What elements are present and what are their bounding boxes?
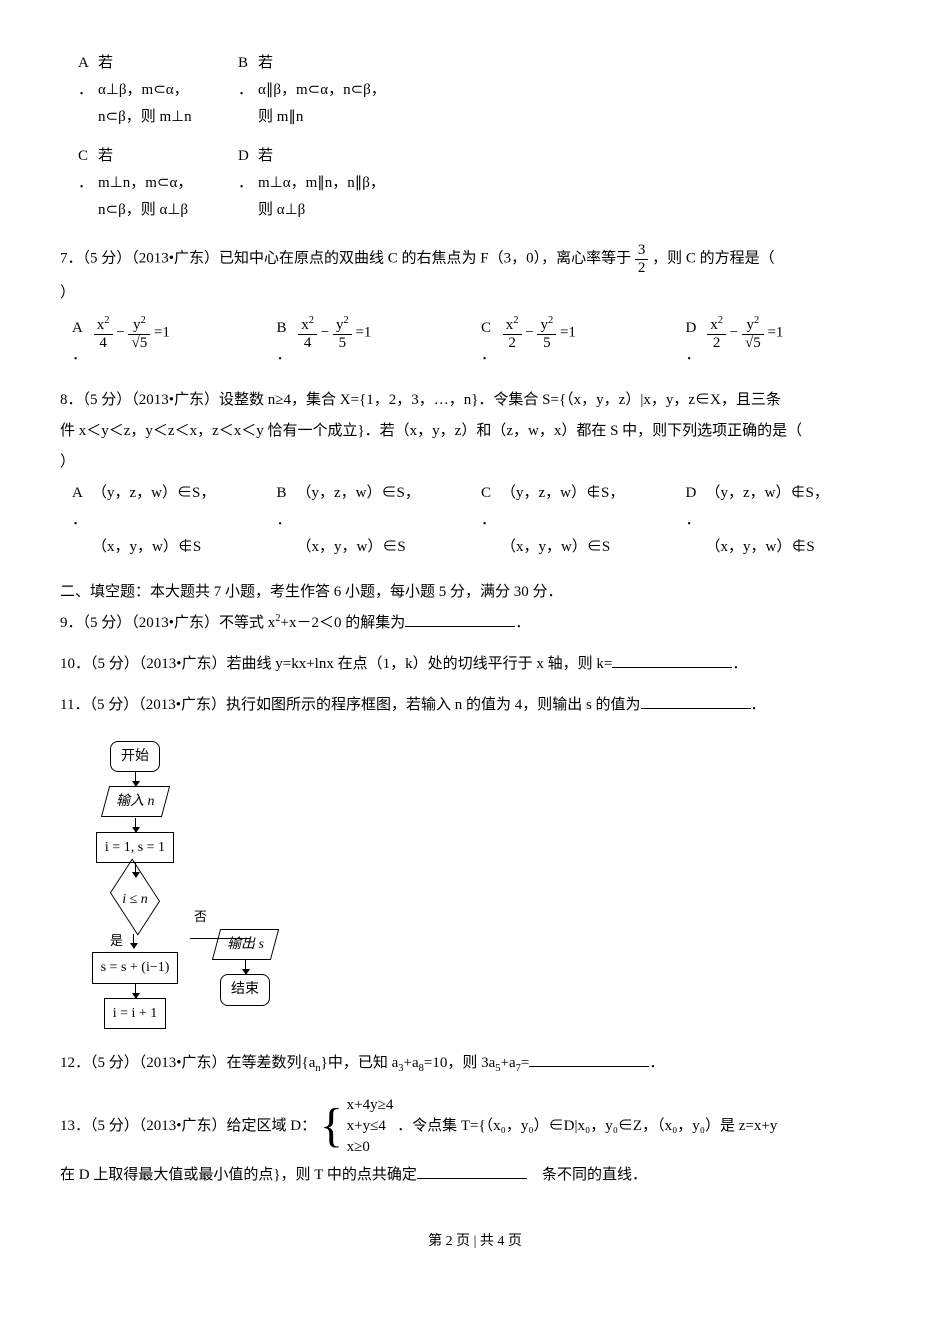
q12-a: 12．（5 分）（2013•广东）在等差数列{a	[60, 1055, 315, 1071]
q7-close: ）	[60, 280, 890, 307]
page-footer: 第 2 页 | 共 4 页	[60, 1229, 890, 1254]
flowchart: 开始 输入 n i = 1, s = 1 i ≤ n 否 是 s = s + (…	[80, 729, 890, 1030]
q8: 8．（5 分）（2013•广东）设整数 n≥4，集合 X={1，2，3，…，n}…	[60, 387, 890, 561]
fc-no: 否	[190, 905, 211, 928]
q9-blank	[405, 612, 515, 627]
fc-input: 输入 n	[101, 786, 170, 817]
fc-body: s = s + (i−1)	[92, 952, 179, 983]
q8-stem2: 件 x＜y＜z，y＜z＜x，z＜x＜y 恰有一个成立}．若（x，y，z）和（z，…	[60, 418, 890, 445]
q6a-l2: α⊥β，m⊂α，n⊂β，则 m⊥n	[98, 82, 192, 125]
fc-out: 输出 s	[211, 929, 278, 960]
q11-a: 11．（5 分）（2013•广东）执行如图所示的程序框图，若输入 n 的值为 4…	[60, 697, 641, 713]
q12-blank	[529, 1052, 649, 1067]
q10-tail: ．	[732, 656, 747, 672]
q13-b: ．令点集 T={（x₀，y₀）∈D|x₀，y₀∈Z，（x₀，y₀）是 z=x+y	[397, 1118, 777, 1134]
q6a-l1: 若	[98, 55, 113, 71]
q6b-l1: 若	[258, 55, 273, 71]
q7-stem-a: 7．（5 分）（2013•广东）已知中心在原点的双曲线 C 的右焦点为 F（3，…	[60, 250, 631, 266]
q6d-l2: m⊥α，m∥n，n∥β，则 α⊥β	[258, 175, 385, 218]
q13-tail: 条不同的直线．	[527, 1167, 647, 1183]
q8-close: ）	[60, 449, 890, 476]
q13-blank	[417, 1164, 527, 1179]
q9-a: 9．（5 分）（2013•广东）不等式 x	[60, 615, 275, 631]
q11: 11．（5 分）（2013•广东）执行如图所示的程序框图，若输入 n 的值为 4…	[60, 692, 890, 719]
fc-yes: 是	[106, 929, 127, 952]
fc-cond: i ≤ n	[90, 877, 180, 917]
q8-stem1: 8．（5 分）（2013•广东）设整数 n≥4，集合 X={1，2，3，…，n}…	[60, 387, 890, 414]
q6c-l2: m⊥n，m⊂α，n⊂β，则 α⊥β	[98, 175, 192, 218]
fc-inc: i = i + 1	[104, 998, 167, 1029]
fc-end: 结束	[220, 974, 270, 1005]
q13-a: 13．（5 分）（2013•广东）给定区域 D：	[60, 1118, 316, 1134]
q13-system: { x+4y≥4 x+y≤4 x≥0	[320, 1095, 394, 1158]
q10-blank	[612, 653, 732, 668]
q7-opt-a: A． x24 − y2√5 =1	[72, 315, 277, 369]
q8-options: A．（y，z，w）∈S， B．（y，z，w）∈S， C．（y，z，w）∉S， D…	[60, 480, 890, 561]
q7-opt-b: B． x24 − y25 =1	[277, 315, 482, 369]
q13-c: 在 D 上取得最大值或最小值的点}，则 T 中的点共确定	[60, 1167, 417, 1183]
fc-init: i = 1, s = 1	[96, 832, 174, 863]
q11-tail: ．	[751, 697, 766, 713]
q10: 10．（5 分）（2013•广东）若曲线 y=kx+lnx 在点（1，k）处的切…	[60, 651, 890, 678]
fc-start: 开始	[110, 741, 160, 772]
q7-eccentricity: 32	[635, 242, 649, 276]
q7-options: A． x24 − y2√5 =1 B． x24 − y25 =1 C． x22 …	[60, 315, 890, 369]
q7-stem-b: ，则 C 的方程是（	[652, 250, 775, 266]
q12: 12．（5 分）（2013•广东）在等差数列{an}中，已知 a3+a8=10，…	[60, 1050, 890, 1079]
q6-opt-c: C．若m⊥n，m⊂α，n⊂β，则 α⊥β	[78, 143, 238, 224]
q6-opt-a: A．若α⊥β，m⊂α，n⊂β，则 m⊥n	[78, 50, 238, 131]
q11-blank	[641, 694, 751, 709]
q10-a: 10．（5 分）（2013•广东）若曲线 y=kx+lnx 在点（1，k）处的切…	[60, 656, 612, 672]
q6c-l1: 若	[98, 148, 113, 164]
q6-options: A．若α⊥β，m⊂α，n⊂β，则 m⊥n B．若α∥β，m⊂α，n⊂β，则 m∥…	[60, 50, 890, 224]
q6d-l1: 若	[258, 148, 273, 164]
q9-b: +x－2＜0 的解集为	[281, 615, 406, 631]
q9: 9．（5 分）（2013•广东）不等式 x2+x－2＜0 的解集为．	[60, 610, 890, 637]
q6b-l2: α∥β，m⊂α，n⊂β，则 m∥n	[258, 82, 386, 125]
q9-tail: ．	[515, 615, 530, 631]
q7-opt-d: D． x22 − y2√5 =1	[686, 315, 891, 369]
q6-opt-b: B．若α∥β，m⊂α，n⊂β，则 m∥n	[238, 50, 398, 131]
q6-opt-d: D．若m⊥α，m∥n，n∥β，则 α⊥β	[238, 143, 398, 224]
section2-title: 二、填空题：本大题共 7 小题，考生作答 6 小题，每小题 5 分，满分 30 …	[60, 579, 890, 606]
q7-opt-c: C． x22 − y25 =1	[481, 315, 686, 369]
q13: 13．（5 分）（2013•广东）给定区域 D： { x+4y≥4 x+y≤4 …	[60, 1095, 890, 1189]
q7: 7．（5 分）（2013•广东）已知中心在原点的双曲线 C 的右焦点为 F（3，…	[60, 242, 890, 369]
